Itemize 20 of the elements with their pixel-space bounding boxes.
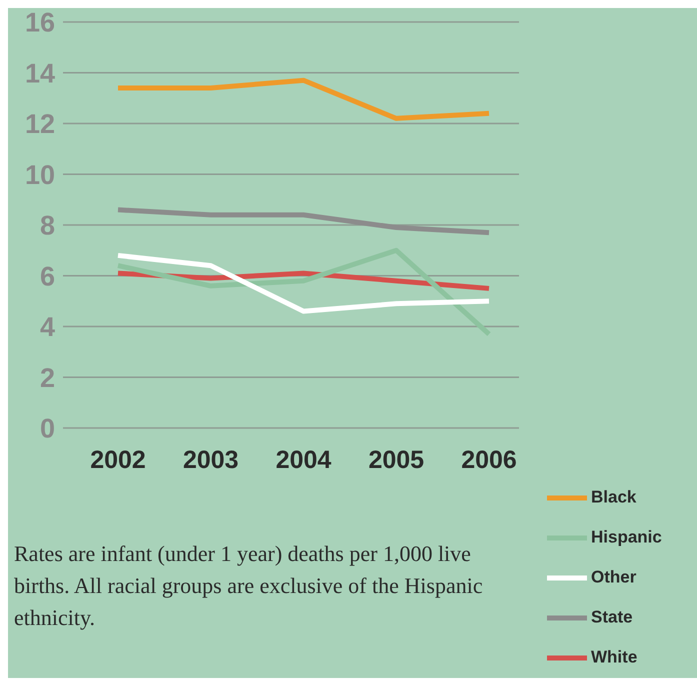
x-tick-label: 2005: [368, 446, 424, 474]
x-tick-label: 2006: [461, 446, 517, 474]
legend-label: Black: [591, 487, 636, 506]
x-tick-label: 2002: [90, 446, 146, 474]
text: Rates are infant (under 1 year) deaths per 1,000 live births. All racial groups are exclusive of the Hispanic ethnicity.: [14, 540, 484, 632]
x-tick-label: 2004: [276, 446, 332, 474]
legend-label: State: [591, 607, 633, 626]
y-tick-label: 0: [40, 414, 55, 444]
y-tick-label: 12: [24, 109, 55, 140]
y-tick-label: 14: [24, 58, 55, 88]
y-tick-label: 16: [24, 8, 55, 38]
x-tick-label: 2003: [182, 446, 239, 474]
legend-label: Other: [591, 567, 636, 586]
y-tick-label: 6: [40, 261, 55, 292]
y-tick-label: 10: [24, 160, 55, 190]
legend-label: White: [591, 647, 638, 666]
y-tick-label: 2: [40, 362, 55, 393]
y-tick-label: 8: [40, 210, 55, 241]
y-tick-label: 4: [40, 312, 55, 342]
legend-label: Hispanic: [591, 527, 662, 546]
